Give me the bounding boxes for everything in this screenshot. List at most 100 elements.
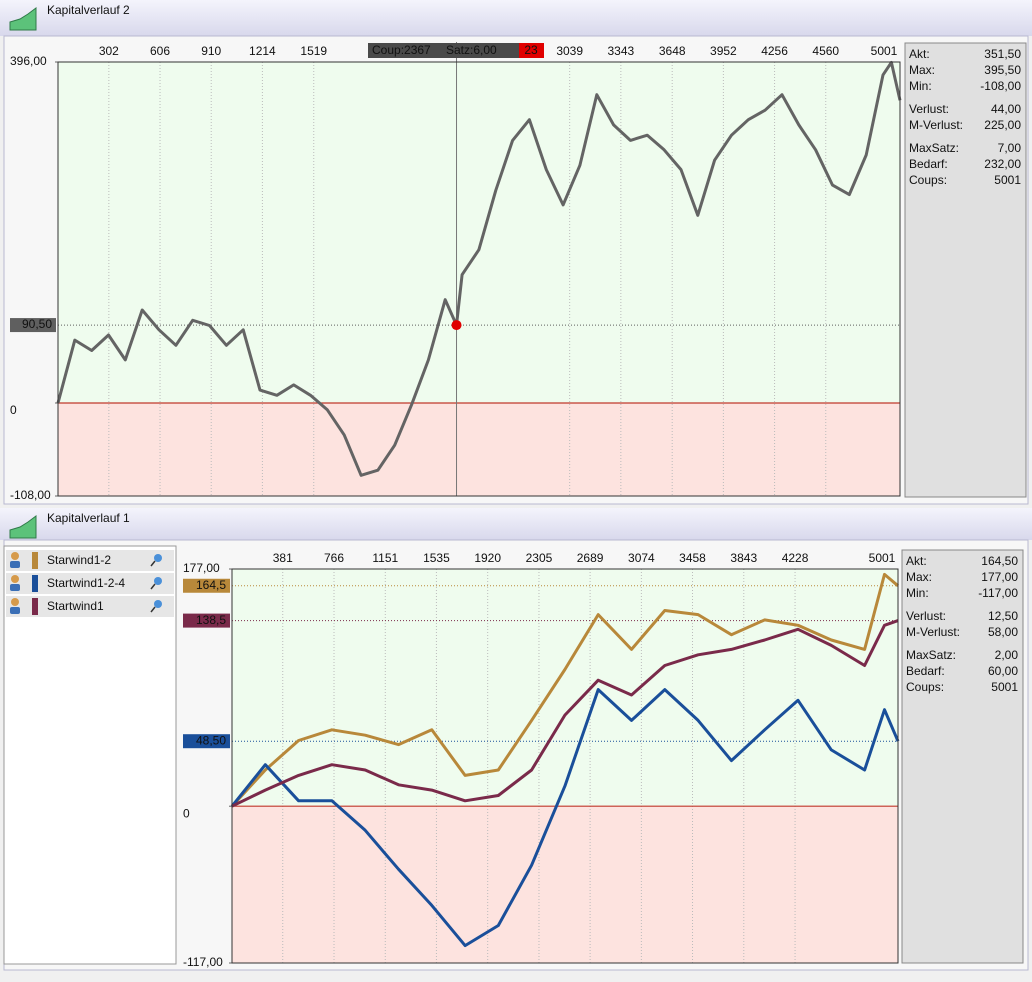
marker-label: 164,5 [196, 578, 226, 592]
marker-label: 90,50 [22, 317, 52, 331]
plot-positive [58, 62, 900, 403]
legend-user-icon [10, 561, 20, 568]
y-tick-label: 0 [183, 806, 190, 820]
marker-box [183, 734, 230, 749]
legend-swatch [32, 552, 38, 569]
y-tick-label: 0 [10, 403, 17, 417]
marker-box [183, 613, 230, 628]
legend-label[interactable]: Startwind1-2-4 [47, 576, 125, 590]
legend-pin [150, 560, 156, 567]
stat-label: Verlust: [909, 102, 949, 116]
y-tick-label: 396,00 [10, 54, 47, 68]
series-line [230, 688, 900, 948]
x-tick-label: 2305 [526, 551, 553, 565]
plot-negative [58, 403, 900, 496]
marker-label: 138,5 [196, 613, 226, 627]
plot-frame [231, 568, 899, 964]
x-tick-label: 5001 [871, 44, 898, 58]
marker-box [10, 318, 56, 333]
x-tick-label: 766 [324, 551, 344, 565]
stat-label: Max: [906, 570, 932, 584]
x-tick-label: 302 [99, 44, 119, 58]
legend-row[interactable] [6, 550, 174, 571]
legend-user-icon [11, 552, 19, 560]
panel-icon [9, 7, 37, 31]
legend-user-icon [10, 607, 20, 614]
y-tick-label: 177,00 [183, 561, 220, 575]
stat-label: Bedarf: [909, 157, 948, 171]
stat-value: 232,00 [984, 157, 1021, 171]
crosshair-point [451, 320, 462, 331]
x-tick-label: 1535 [423, 551, 450, 565]
legend-pin [154, 577, 162, 585]
legend-swatch [32, 598, 38, 615]
marker-label: 48,50 [196, 733, 226, 747]
panel-header [0, 508, 1032, 540]
panel-icon [9, 515, 37, 539]
stat-label: Min: [909, 79, 932, 93]
marker-box [183, 578, 230, 593]
x-tick-label: 3074 [628, 551, 655, 565]
overlay-number: 23 [524, 43, 538, 57]
x-tick-label: 2689 [577, 551, 604, 565]
x-tick-label: 4560 [812, 44, 839, 58]
y-tick-label: -108,00 [10, 488, 51, 502]
legend-pin [150, 583, 156, 590]
legend-user-icon [10, 584, 20, 591]
stat-value: 2,00 [995, 648, 1019, 662]
x-tick-label: 1920 [474, 551, 501, 565]
stat-label: Coups: [909, 173, 947, 187]
stat-value: 44,00 [991, 102, 1021, 116]
stat-value: 7,00 [998, 141, 1022, 155]
x-tick-label: 3843 [730, 551, 757, 565]
stat-label: MaxSatz: [906, 648, 956, 662]
stat-label: M-Verlust: [909, 118, 963, 132]
x-tick-label: 606 [150, 44, 170, 58]
stat-value: 351,50 [984, 47, 1021, 61]
overlay-box [368, 43, 519, 58]
plot-positive [232, 569, 898, 807]
x-tick-label: 3648 [659, 44, 686, 58]
stat-label: Bedarf: [906, 664, 945, 678]
series-line [230, 572, 899, 808]
stat-value: 177,00 [981, 570, 1018, 584]
stat-value: 5001 [991, 680, 1018, 694]
x-tick-label: 1519 [300, 44, 327, 58]
stat-value: -108,00 [980, 79, 1021, 93]
stat-value: 58,00 [988, 625, 1018, 639]
series-line [56, 60, 902, 477]
stat-label: MaxSatz: [909, 141, 959, 155]
legend-swatch [32, 575, 38, 592]
x-tick-label: 3952 [710, 44, 737, 58]
overlay-coup: Coup:2367 [372, 43, 431, 57]
stat-label: Akt: [909, 47, 930, 61]
x-tick-label: 4228 [782, 551, 809, 565]
legend-label[interactable]: Starwind1-2 [47, 553, 111, 567]
panel-title: Kapitalverlauf 1 [47, 511, 130, 525]
x-tick-label: 3458 [679, 551, 706, 565]
x-tick-label: 1214 [249, 44, 276, 58]
legend-row[interactable] [6, 573, 174, 594]
legend-row[interactable] [6, 596, 174, 617]
overlay-satz: Satz:6,00 [446, 43, 497, 57]
series-line [231, 619, 899, 808]
stat-value: 164,50 [981, 554, 1018, 568]
stat-label: Max: [909, 63, 935, 77]
plot-frame [57, 61, 901, 497]
overlay-number-box [519, 43, 544, 58]
legend-user-icon [11, 598, 19, 606]
legend-pin [154, 554, 162, 562]
legend-pin [154, 600, 162, 608]
legend-label[interactable]: Startwind1 [47, 599, 104, 613]
stat-value: 5001 [994, 173, 1021, 187]
stat-label: Akt: [906, 554, 927, 568]
panel-title: Kapitalverlauf 2 [47, 3, 130, 17]
legend-pin [150, 606, 156, 613]
stats-panel [904, 42, 1027, 498]
legend-user-icon [11, 575, 19, 583]
stat-value: 395,50 [984, 63, 1021, 77]
stat-label: Min: [906, 586, 929, 600]
stat-label: M-Verlust: [906, 625, 960, 639]
